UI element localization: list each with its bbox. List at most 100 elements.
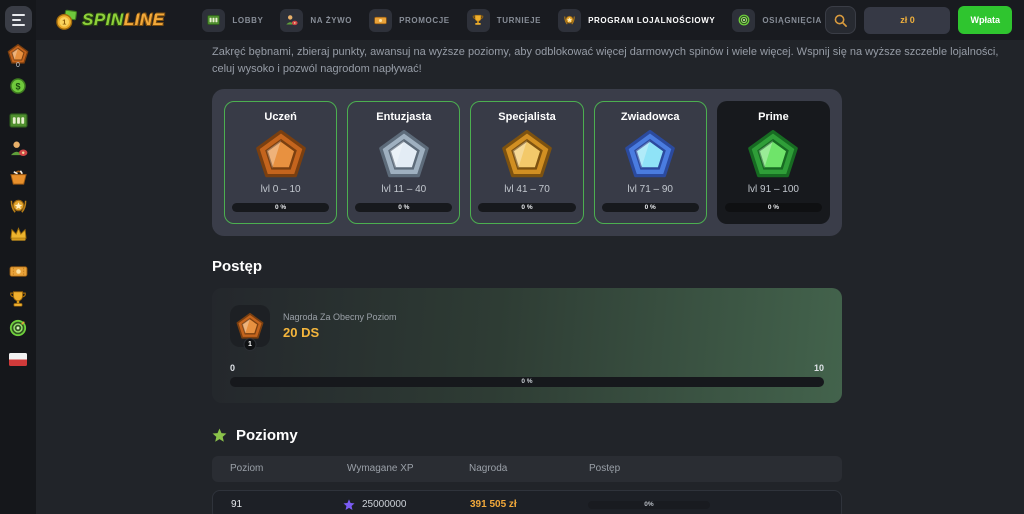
nav-item-promotions[interactable]: PROMOCJE <box>369 8 450 32</box>
tier-progress-bar: 0 % <box>478 203 576 212</box>
level-progress-bar: 0% <box>588 501 710 509</box>
laurel-badge-icon <box>558 8 582 32</box>
progress-scale-max: 10 <box>813 363 824 373</box>
column-header-level: Poziom <box>230 463 264 474</box>
nav-label-promotions: PROMOCJE <box>399 15 450 25</box>
tier-level-range: lvl 0 – 10 <box>260 184 301 195</box>
required-xp: 25000000 <box>362 499 407 510</box>
progress-section-title: Postęp <box>212 258 263 275</box>
reward-value: 20 DS <box>283 325 320 340</box>
levels-section-title: Poziomy <box>236 427 298 444</box>
tier-name: Prime <box>758 111 789 123</box>
tier-progress-bar: 0 % <box>724 203 823 212</box>
sidebar-item-tournaments[interactable] <box>9 290 27 308</box>
sidebar-item-promotions[interactable] <box>9 264 28 279</box>
tier-name: Entuzjasta <box>376 111 432 123</box>
loyalty-intro-text: Zakręć bębnami, zbieraj punkty, awansuj … <box>212 46 999 75</box>
loyalty-badge-icon <box>7 44 29 64</box>
current-level-number: 1 <box>243 338 257 351</box>
sidebar-item-achievements[interactable] <box>9 319 27 337</box>
slot-machine-icon <box>8 113 28 128</box>
balance-display[interactable]: zł 0 <box>864 6 951 34</box>
slot-machine-icon <box>202 8 226 32</box>
column-header-progress: Postęp <box>589 463 621 474</box>
sidebar-item-vip[interactable] <box>9 226 28 242</box>
menu-toggle-button[interactable] <box>4 6 32 33</box>
logo[interactable]: 1 SPINLINE <box>56 9 164 31</box>
trophy-icon <box>10 291 26 307</box>
nav-label-achievements: OSIĄGNIĘCIA <box>762 15 822 25</box>
levels-table-header: Poziom Wymagane XP Nagroda Postęp <box>212 456 842 482</box>
star-icon <box>212 428 227 442</box>
dollar-coin-icon: $ <box>10 78 26 94</box>
column-header-xp: Wymagane XP <box>347 463 414 474</box>
tier-card-zwiadowca[interactable]: Zwiadowca lvl 71 – 90 0 % <box>593 101 707 224</box>
svg-text:$: $ <box>15 82 20 92</box>
current-level-badge: 1 <box>230 305 270 351</box>
tier-progress-bar: 0 % <box>232 203 330 212</box>
column-header-reward: Nagroda <box>469 463 508 474</box>
sidebar-item-live-casino[interactable] <box>9 140 28 157</box>
tier-badge-silver-icon <box>378 130 429 178</box>
topbar-controls: zł 0 Wpłata <box>825 6 1012 34</box>
nav-item-tournaments[interactable]: TURNIEJE <box>466 8 542 32</box>
search-icon <box>835 14 848 27</box>
deposit-button[interactable]: Wpłata <box>958 6 1012 34</box>
tier-level-range: lvl 71 – 90 <box>627 184 673 195</box>
tier-badge-gold-icon <box>502 130 552 178</box>
sidebar-item-loyalty-badge[interactable]: 0 <box>7 44 29 69</box>
poland-flag-icon <box>9 353 27 366</box>
sidebar: 0 $ <box>0 0 36 514</box>
nav-item-loyalty-program[interactable]: PROGRAM LOJALNOŚCIOWY <box>558 8 716 32</box>
progress-card: 1 Nagroda Za Obecny Poziom 20 DS 0 10 0 … <box>212 288 842 403</box>
sidebar-item-loyalty-program[interactable] <box>9 197 28 215</box>
level-badge-bronze-icon <box>236 313 264 339</box>
basket-icon <box>9 170 27 185</box>
level-progress-bar: 0 % <box>230 377 824 387</box>
tier-level-range: lvl 41 – 70 <box>504 184 550 195</box>
tier-card-uczen[interactable]: Uczeń lvl 0 – 10 0 % <box>224 101 338 224</box>
tier-progress-bar: 0 % <box>601 203 699 212</box>
nav-item-lobby[interactable]: LOBBY <box>202 8 264 32</box>
reward-label: Nagroda Za Obecny Poziom <box>283 312 397 322</box>
language-switcher-poland[interactable] <box>9 353 27 366</box>
ticket-icon <box>369 8 393 32</box>
nav-item-achievements[interactable]: OSIĄGNIĘCIA <box>732 8 822 32</box>
logo-text: SPINLINE <box>82 10 165 29</box>
ticket-icon <box>9 266 27 277</box>
crown-icon <box>9 227 27 241</box>
search-button[interactable] <box>825 6 857 34</box>
nav-label-loyalty-program: PROGRAM LOJALNOŚCIOWY <box>588 15 716 25</box>
tier-badge-blue-icon <box>625 130 676 178</box>
tier-panel: Uczeń lvl 0 – 10 0 % Entuzjasta lvl 11 –… <box>212 89 842 236</box>
svg-text:1: 1 <box>62 18 66 27</box>
target-icon <box>9 319 27 337</box>
tier-card-specjalista[interactable]: Specjalista lvl 41 – 70 0 % <box>470 101 584 224</box>
nav-label-live: NA ŻYWO <box>310 15 353 25</box>
level-number: 91 <box>231 499 243 510</box>
nav-item-live[interactable]: NA ŻYWO <box>280 8 353 32</box>
level-row-91[interactable]: 91 25000000 391 505 zł 0% <box>212 490 842 514</box>
live-dealer-icon <box>10 141 27 156</box>
nav-label-lobby: LOBBY <box>232 15 264 25</box>
sidebar-loyalty-count: 0 <box>16 62 20 69</box>
target-icon <box>732 8 756 32</box>
sidebar-item-slots[interactable] <box>8 112 28 129</box>
sidebar-item-store[interactable] <box>9 168 28 186</box>
nav-label-tournaments: TURNIEJE <box>496 15 542 25</box>
tier-card-entuzjasta[interactable]: Entuzjasta lvl 11 – 40 0 % <box>347 101 461 224</box>
top-navigation-bar: 1 SPINLINE LOBBY NA ŻYWO PROMOCJE <box>36 0 1024 40</box>
tier-card-prime[interactable]: Prime lvl 91 – 100 0 % <box>716 101 831 224</box>
sidebar-item-coin[interactable]: $ <box>10 78 26 94</box>
tier-level-range: lvl 91 – 100 <box>747 184 799 195</box>
tier-name: Specjalista <box>498 111 556 123</box>
tier-progress-bar: 0 % <box>355 203 453 212</box>
progress-scale-min: 0 <box>230 363 236 373</box>
xp-star-icon <box>343 499 355 510</box>
tier-level-range: lvl 11 – 40 <box>381 184 427 195</box>
tier-badge-bronze-icon <box>255 130 306 178</box>
logo-coin-icon: 1 <box>56 9 77 30</box>
tier-badge-green-icon <box>748 130 799 178</box>
tier-name: Uczeń <box>264 111 297 123</box>
balance-value: zł 0 <box>900 15 915 25</box>
